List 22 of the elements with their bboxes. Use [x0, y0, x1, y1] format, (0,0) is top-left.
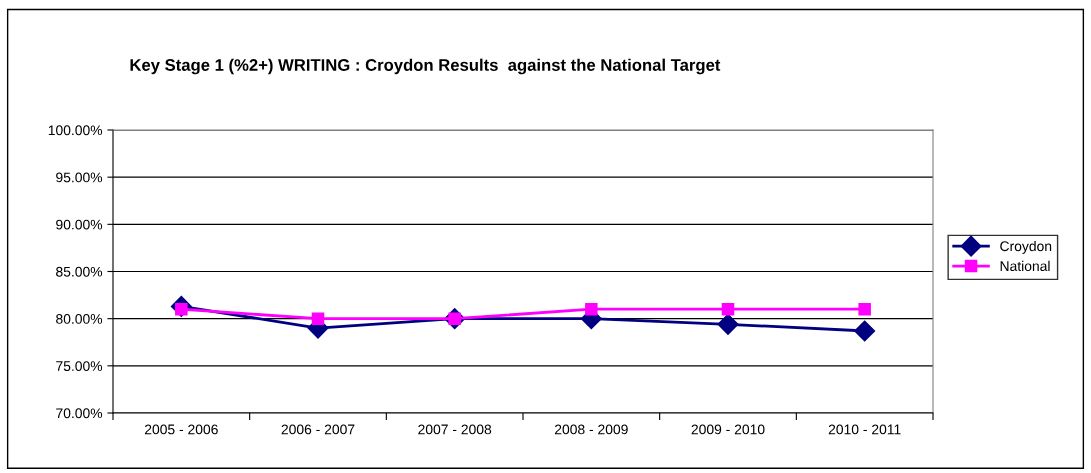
point [858, 302, 871, 316]
x-tick-label: 2006 - 2007 [281, 424, 355, 435]
point [311, 312, 325, 325]
y-tick-label: 80.00% [56, 314, 103, 324]
x-tick-label: 2010 - 2011 [828, 424, 901, 435]
y-tick-label: 100.00% [48, 125, 103, 136]
y-tick-label: 90.00% [56, 219, 103, 230]
x-tick-label: 2007 - 2008 [418, 424, 492, 435]
x-tick-label: 2008 - 2009 [554, 424, 628, 435]
x-tick-label: 2005 - 2006 [144, 424, 218, 435]
y-tick-label: 85.00% [56, 266, 103, 277]
y-tick-label: 95.00% [56, 172, 103, 183]
point [854, 320, 876, 342]
point [585, 302, 598, 316]
point [721, 302, 735, 316]
point [717, 313, 739, 335]
chart-title: Key Stage 1 (%2+) WRITING : Croydon Results against the National Target [130, 58, 721, 75]
x-tick-label: 2009 - 2010 [691, 424, 765, 435]
y-tick-label: 75.00% [56, 361, 103, 371]
legend-label: Croydon [1000, 240, 1052, 254]
legend-label: National [1000, 260, 1050, 272]
y-tick-label: 70.00% [56, 408, 103, 419]
